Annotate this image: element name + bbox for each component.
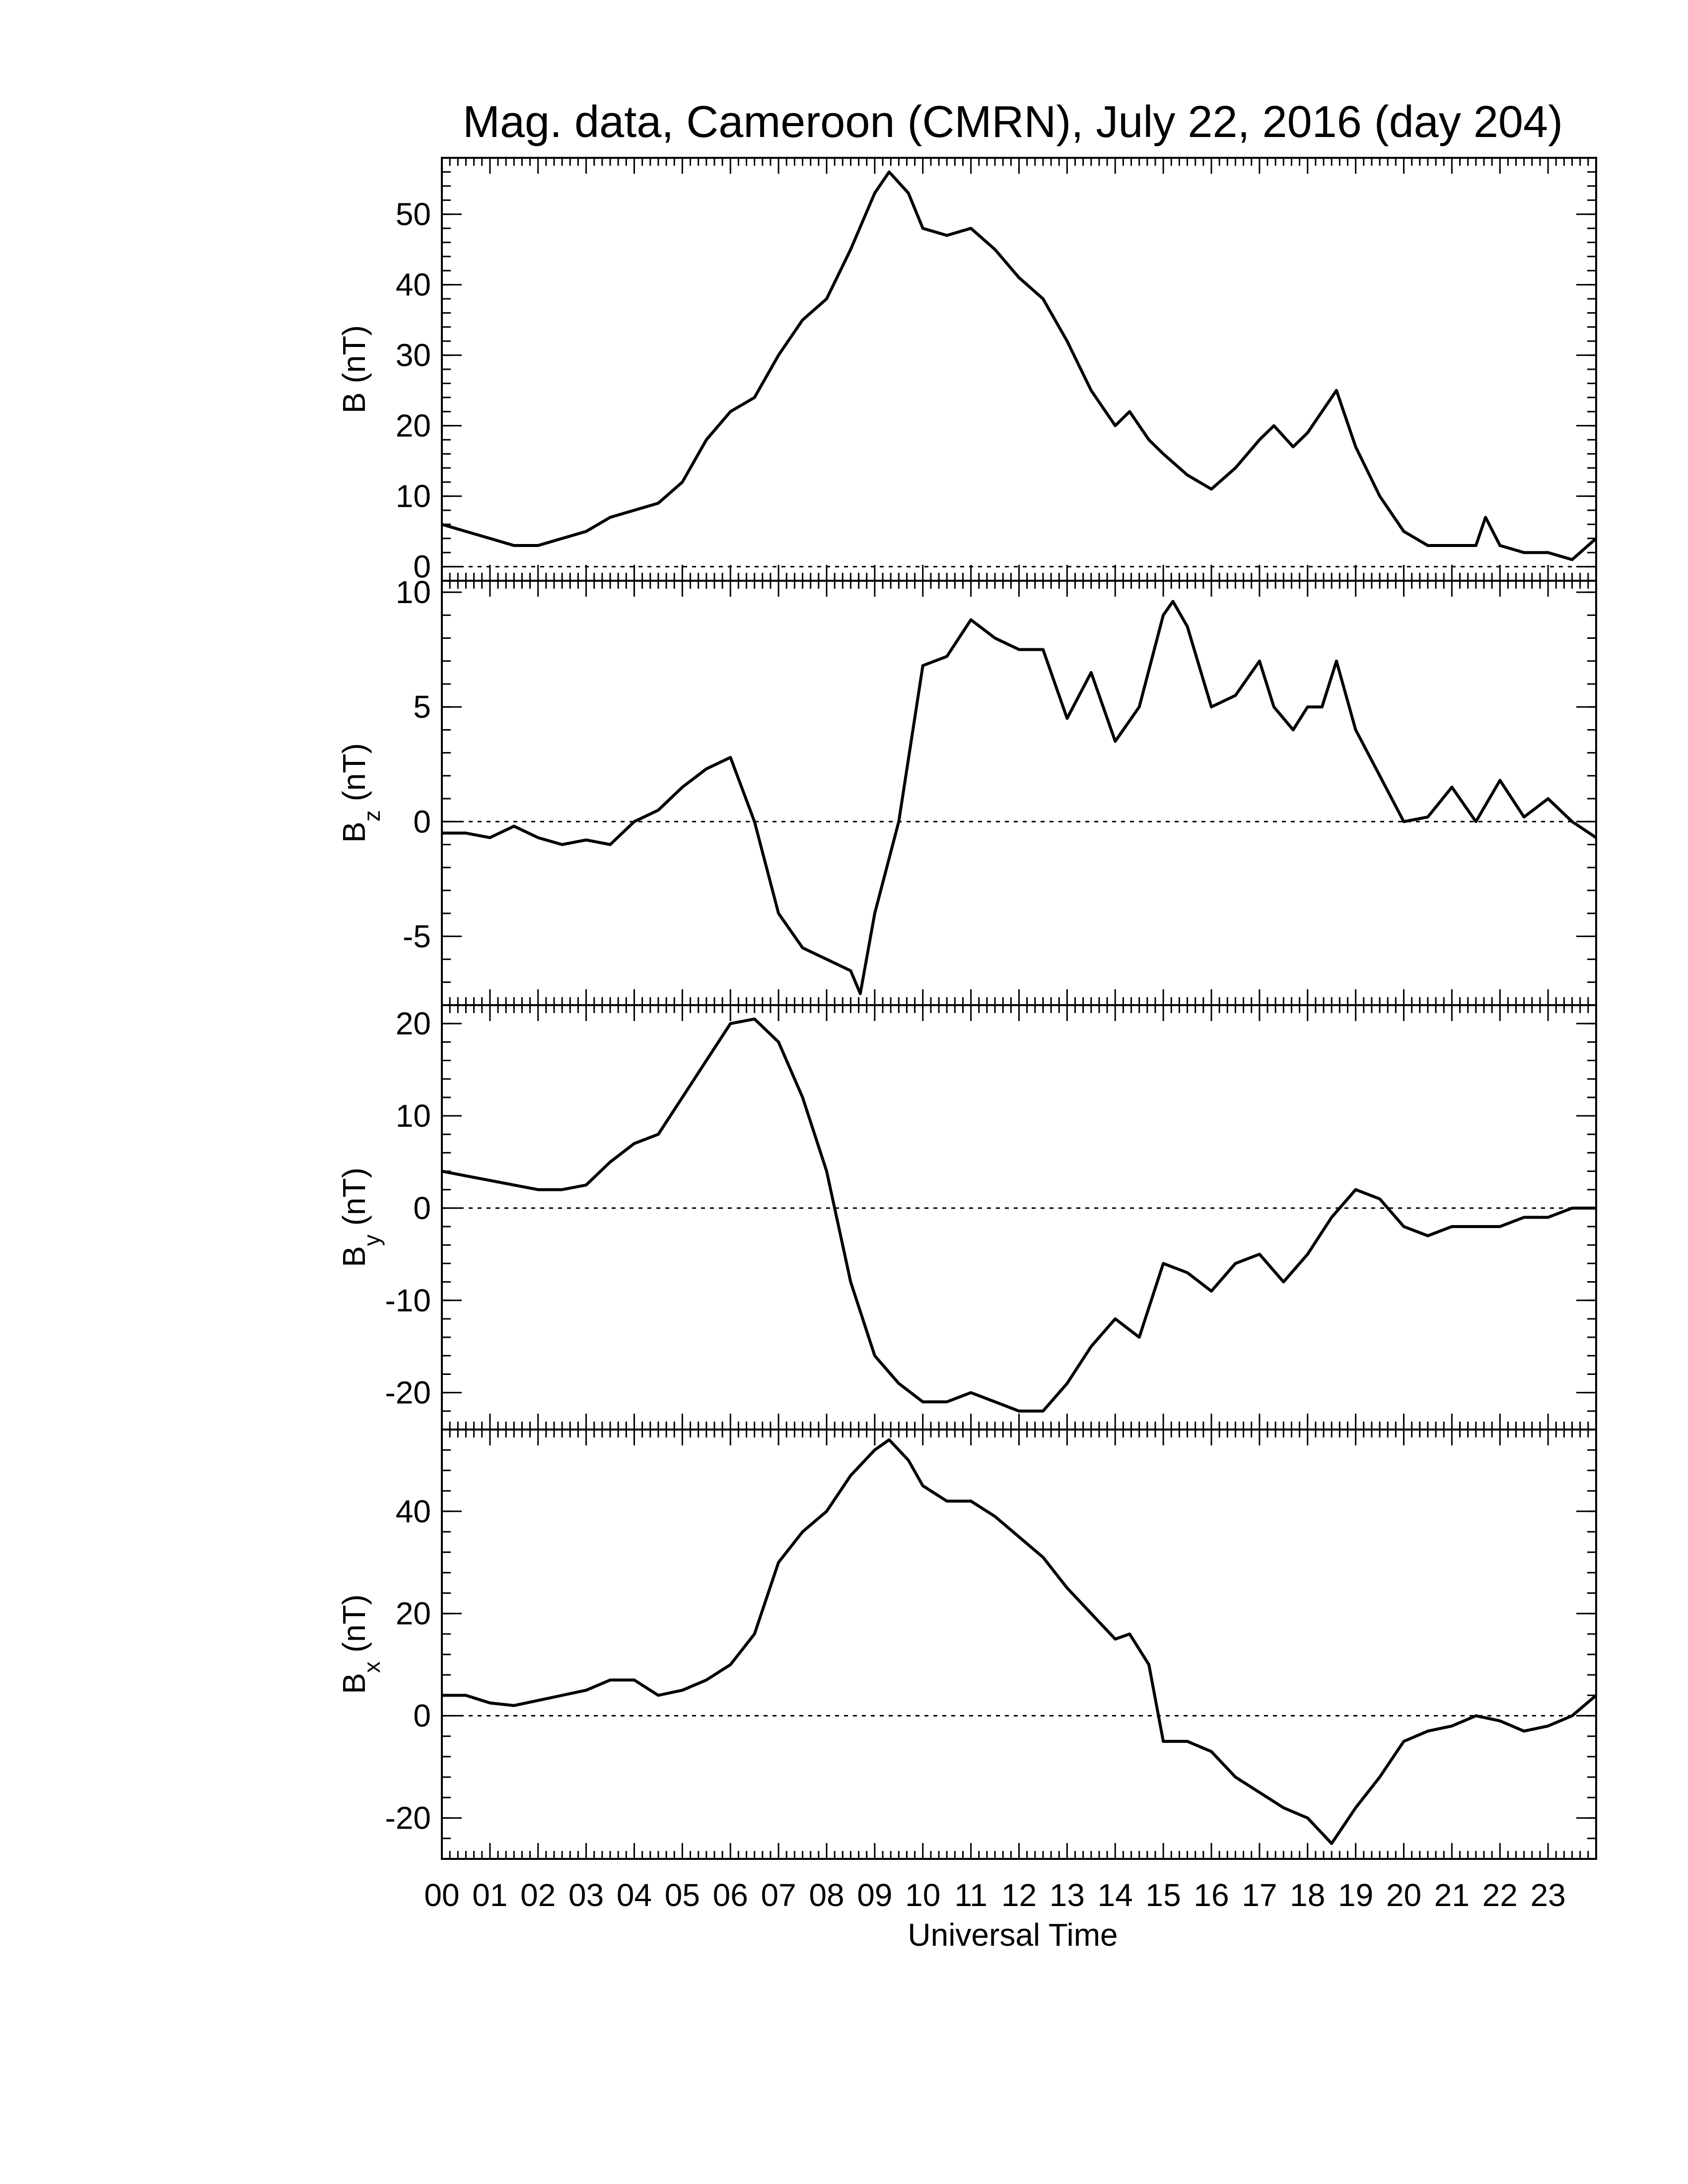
series-line [442,1438,1597,1845]
series-line [441,170,1597,561]
x-tick-label: 22 [1482,1877,1518,1913]
y-tick-label: -5 [403,918,431,954]
y-tick-label: 50 [396,197,431,232]
y-axis-label: By (nT) [336,1167,385,1267]
x-tick-label: 15 [1146,1877,1181,1913]
y-axis-label-unit: (nT) [336,325,372,392]
y-axis-label-main: B [336,1246,372,1267]
y-axis-label: Bx (nT) [336,1594,385,1694]
y-tick-label: 10 [396,1098,431,1134]
y-tick-label: 10 [396,574,431,610]
x-tick-label: 02 [520,1877,556,1913]
x-axis-label: Universal Time [908,1917,1118,1953]
x-tick-label: 12 [1001,1877,1037,1913]
x-tick-label: 08 [809,1877,844,1913]
panel-frame [441,1004,1597,1431]
y-tick-label: 20 [396,1596,431,1632]
series-line [442,600,1597,995]
x-tick-label: 03 [568,1877,604,1913]
y-tick-label: -10 [385,1283,431,1318]
y-tick-label: 20 [396,408,431,444]
x-tick-label: 09 [857,1877,892,1913]
x-tick-label: 04 [617,1877,652,1913]
y-axis-label-main: B [336,821,372,843]
x-tick-label: 17 [1242,1877,1277,1913]
y-tick-label: 0 [413,1698,431,1734]
panel-4: -20 0 20 40 Bx (nT) [336,1429,1597,1860]
x-tick-labels: 00 01 02 03 04 05 06 07 08 09 10 11 12 13 14 15 16 17 18 19… [424,1877,1565,1913]
y-axis-label-unit: (nT) [336,1167,372,1234]
y-tick-label: 0 [413,804,431,839]
series-line [441,1017,1596,1413]
y-axis-label-subscript: z [359,810,385,821]
panel-3: -20 -10 0 10 20 By (nT) [336,1004,1597,1431]
y-tick-label: 20 [396,1006,431,1041]
x-tick-label: 01 [472,1877,507,1913]
x-tick-label: 11 [954,1877,987,1913]
panel-1: 0 10 20 30 40 50 B (nT) [336,157,1597,585]
x-tick-label: 18 [1290,1877,1325,1913]
x-tick-label: 13 [1050,1877,1085,1913]
x-tick-label: 06 [713,1877,748,1913]
y-axis-label-unit: (nT) [336,1594,372,1661]
panel-frame [441,580,1597,1006]
x-tick-label: 16 [1194,1877,1229,1913]
y-tick-label: 0 [413,549,431,585]
panel-frame [441,1429,1597,1860]
y-axis-label-subscript: y [359,1234,385,1246]
y-tick-label: 40 [396,267,431,303]
y-axis-label-subscript: x [359,1661,385,1673]
y-tick-label: 40 [396,1494,431,1529]
y-tick-label: 30 [396,338,431,373]
x-tick-label: 07 [761,1877,796,1913]
y-axis-label: B (nT) [336,325,372,413]
x-tick-label: 21 [1434,1877,1470,1913]
y-axis-label: Bz (nT) [336,743,385,843]
y-tick-label: 5 [413,689,431,725]
y-tick-label: -20 [385,1800,431,1836]
panel-2: -5 0 5 10 Bz (nT) [336,574,1597,1006]
x-tick-label: 05 [665,1877,700,1913]
y-tick-label: 10 [396,478,431,514]
x-tick-label: 20 [1386,1877,1421,1913]
chart-title: Mag. data, Cameroon (CMRN), July 22, 201… [463,97,1563,147]
y-axis-label-main: B [336,1673,372,1694]
x-tick-label: 14 [1098,1877,1133,1913]
y-tick-label: -20 [385,1375,431,1411]
y-axis-label-main: B [336,392,372,413]
y-axis-label-unit: (nT) [336,743,372,810]
x-tick-label: 00 [424,1877,459,1913]
x-tick-label: 10 [905,1877,940,1913]
x-tick-label: 23 [1531,1877,1566,1913]
y-tick-label: 0 [413,1190,431,1226]
x-tick-label: 19 [1338,1877,1373,1913]
